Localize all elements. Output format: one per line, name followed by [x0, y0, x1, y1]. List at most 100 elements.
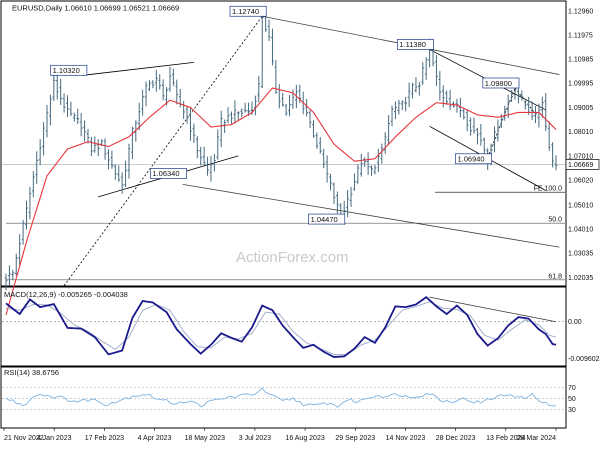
price-bar — [438, 71, 442, 101]
annotation-box — [455, 153, 493, 165]
y-tick-label: 1.12960 — [568, 8, 593, 15]
price-layer: FE 100.0 50.0 61.8 1.10320 1.12740 1.06340 1.0… — [2, 5, 565, 316]
price-bar — [520, 90, 524, 101]
annotation-5: 1.09800 — [482, 77, 520, 89]
price-bar — [353, 173, 356, 191]
annotation-label: 1.09800 — [485, 79, 512, 88]
price-bar — [349, 186, 353, 207]
annotation-box — [50, 64, 88, 76]
price-bar — [366, 152, 370, 175]
price-bar — [325, 155, 329, 183]
x-tick-label: 3 Jul 2023 — [239, 435, 271, 442]
price-bar — [435, 54, 438, 87]
annotation-label: 1.06940 — [457, 155, 484, 164]
price-bar — [206, 156, 209, 176]
price-bar — [421, 62, 425, 85]
rsi-layer — [2, 387, 565, 410]
macd-line — [5, 295, 557, 359]
price-bar — [394, 101, 397, 120]
price-bar — [240, 108, 244, 118]
price-bar — [216, 129, 220, 160]
price-bar — [411, 82, 414, 99]
macd-layer — [2, 295, 565, 359]
price-bar — [260, 9, 264, 89]
price-bar — [4, 273, 8, 291]
price-bar — [151, 80, 155, 89]
x-tick-label: 28 Dec 2023 — [436, 435, 476, 442]
price-bar — [506, 94, 510, 119]
price-bar — [107, 149, 110, 170]
price-bar — [458, 97, 462, 118]
price-bar — [120, 172, 124, 194]
price-bar — [8, 265, 11, 286]
price-bar — [127, 143, 131, 179]
price-bar — [469, 117, 472, 136]
price-bar — [479, 123, 483, 146]
price-bar — [322, 148, 326, 169]
annotation-box — [150, 168, 187, 179]
price-bar — [38, 139, 42, 166]
price-bar — [45, 104, 49, 138]
price-bar — [400, 100, 404, 111]
price-bar — [547, 121, 551, 151]
y-tick-label: 1.11975 — [568, 32, 593, 39]
y-tick-label: 1.03035 — [568, 250, 593, 257]
price-bar — [11, 269, 15, 281]
price-bar — [66, 95, 69, 117]
price-bar — [175, 79, 179, 105]
price-bar — [69, 101, 73, 117]
x-tick-label: 16 Aug 2023 — [285, 435, 324, 442]
price-bar — [284, 104, 288, 116]
y-tick-label: 1.09005 — [568, 105, 593, 112]
annotation-box — [308, 213, 346, 225]
macd-label: MACD(12,26,9) -0.005265 -0.004038 — [4, 290, 128, 299]
price-bar — [90, 136, 93, 156]
y-tick-label: 1.02035 — [568, 275, 593, 282]
price-bar — [329, 173, 332, 191]
price-bar — [171, 68, 175, 86]
price-bar — [18, 234, 22, 266]
macd-trendline — [429, 296, 557, 323]
price-bar — [253, 95, 257, 116]
price-bar — [21, 219, 25, 245]
price-bar — [49, 94, 52, 126]
price-bar — [158, 74, 162, 90]
price-bar — [35, 151, 39, 184]
axis-layer: 1.12960 1.11975 1.10985 1.09995 1.09005 1.080… — [3, 8, 600, 442]
title-bg — [4, 2, 132, 13]
price-bar — [113, 164, 117, 180]
ema-line — [5, 87, 557, 316]
price-bar — [455, 98, 459, 113]
rsi-panel-frame — [0, 366, 567, 429]
price-bar — [503, 105, 507, 121]
price-bar — [462, 108, 466, 120]
annotation-label: 1.06340 — [152, 169, 179, 178]
price-bar — [52, 72, 56, 101]
price-bar — [257, 75, 261, 103]
price-bar — [130, 126, 134, 160]
price-bar — [148, 80, 151, 92]
x-tick-label: 17 Feb 2023 — [85, 435, 124, 442]
annotation-4: 1.11380 — [397, 39, 434, 50]
y-tick-label: 1.10985 — [568, 56, 593, 63]
y-tick-label: 1.06020 — [568, 178, 593, 185]
level-label-1: 50.0 — [548, 217, 562, 224]
price-bar — [513, 87, 517, 100]
annotation-label: 1.11380 — [399, 40, 426, 49]
price-bar — [356, 164, 360, 184]
macd-y-tick-label: -0.009602 — [568, 356, 600, 363]
price-bar — [209, 155, 213, 182]
annotation-0: 1.10320 — [50, 64, 88, 76]
price-bar — [312, 120, 315, 138]
price-bar — [271, 28, 274, 66]
price-bar — [212, 153, 216, 172]
trendline-4 — [182, 183, 560, 248]
price-bar — [540, 96, 544, 118]
price-bar — [318, 137, 322, 154]
y-tick-label: 1.04010 — [568, 227, 593, 234]
price-bar — [31, 171, 35, 198]
price-bar — [154, 69, 158, 92]
price-bar — [387, 115, 391, 145]
price-bar — [373, 164, 377, 175]
